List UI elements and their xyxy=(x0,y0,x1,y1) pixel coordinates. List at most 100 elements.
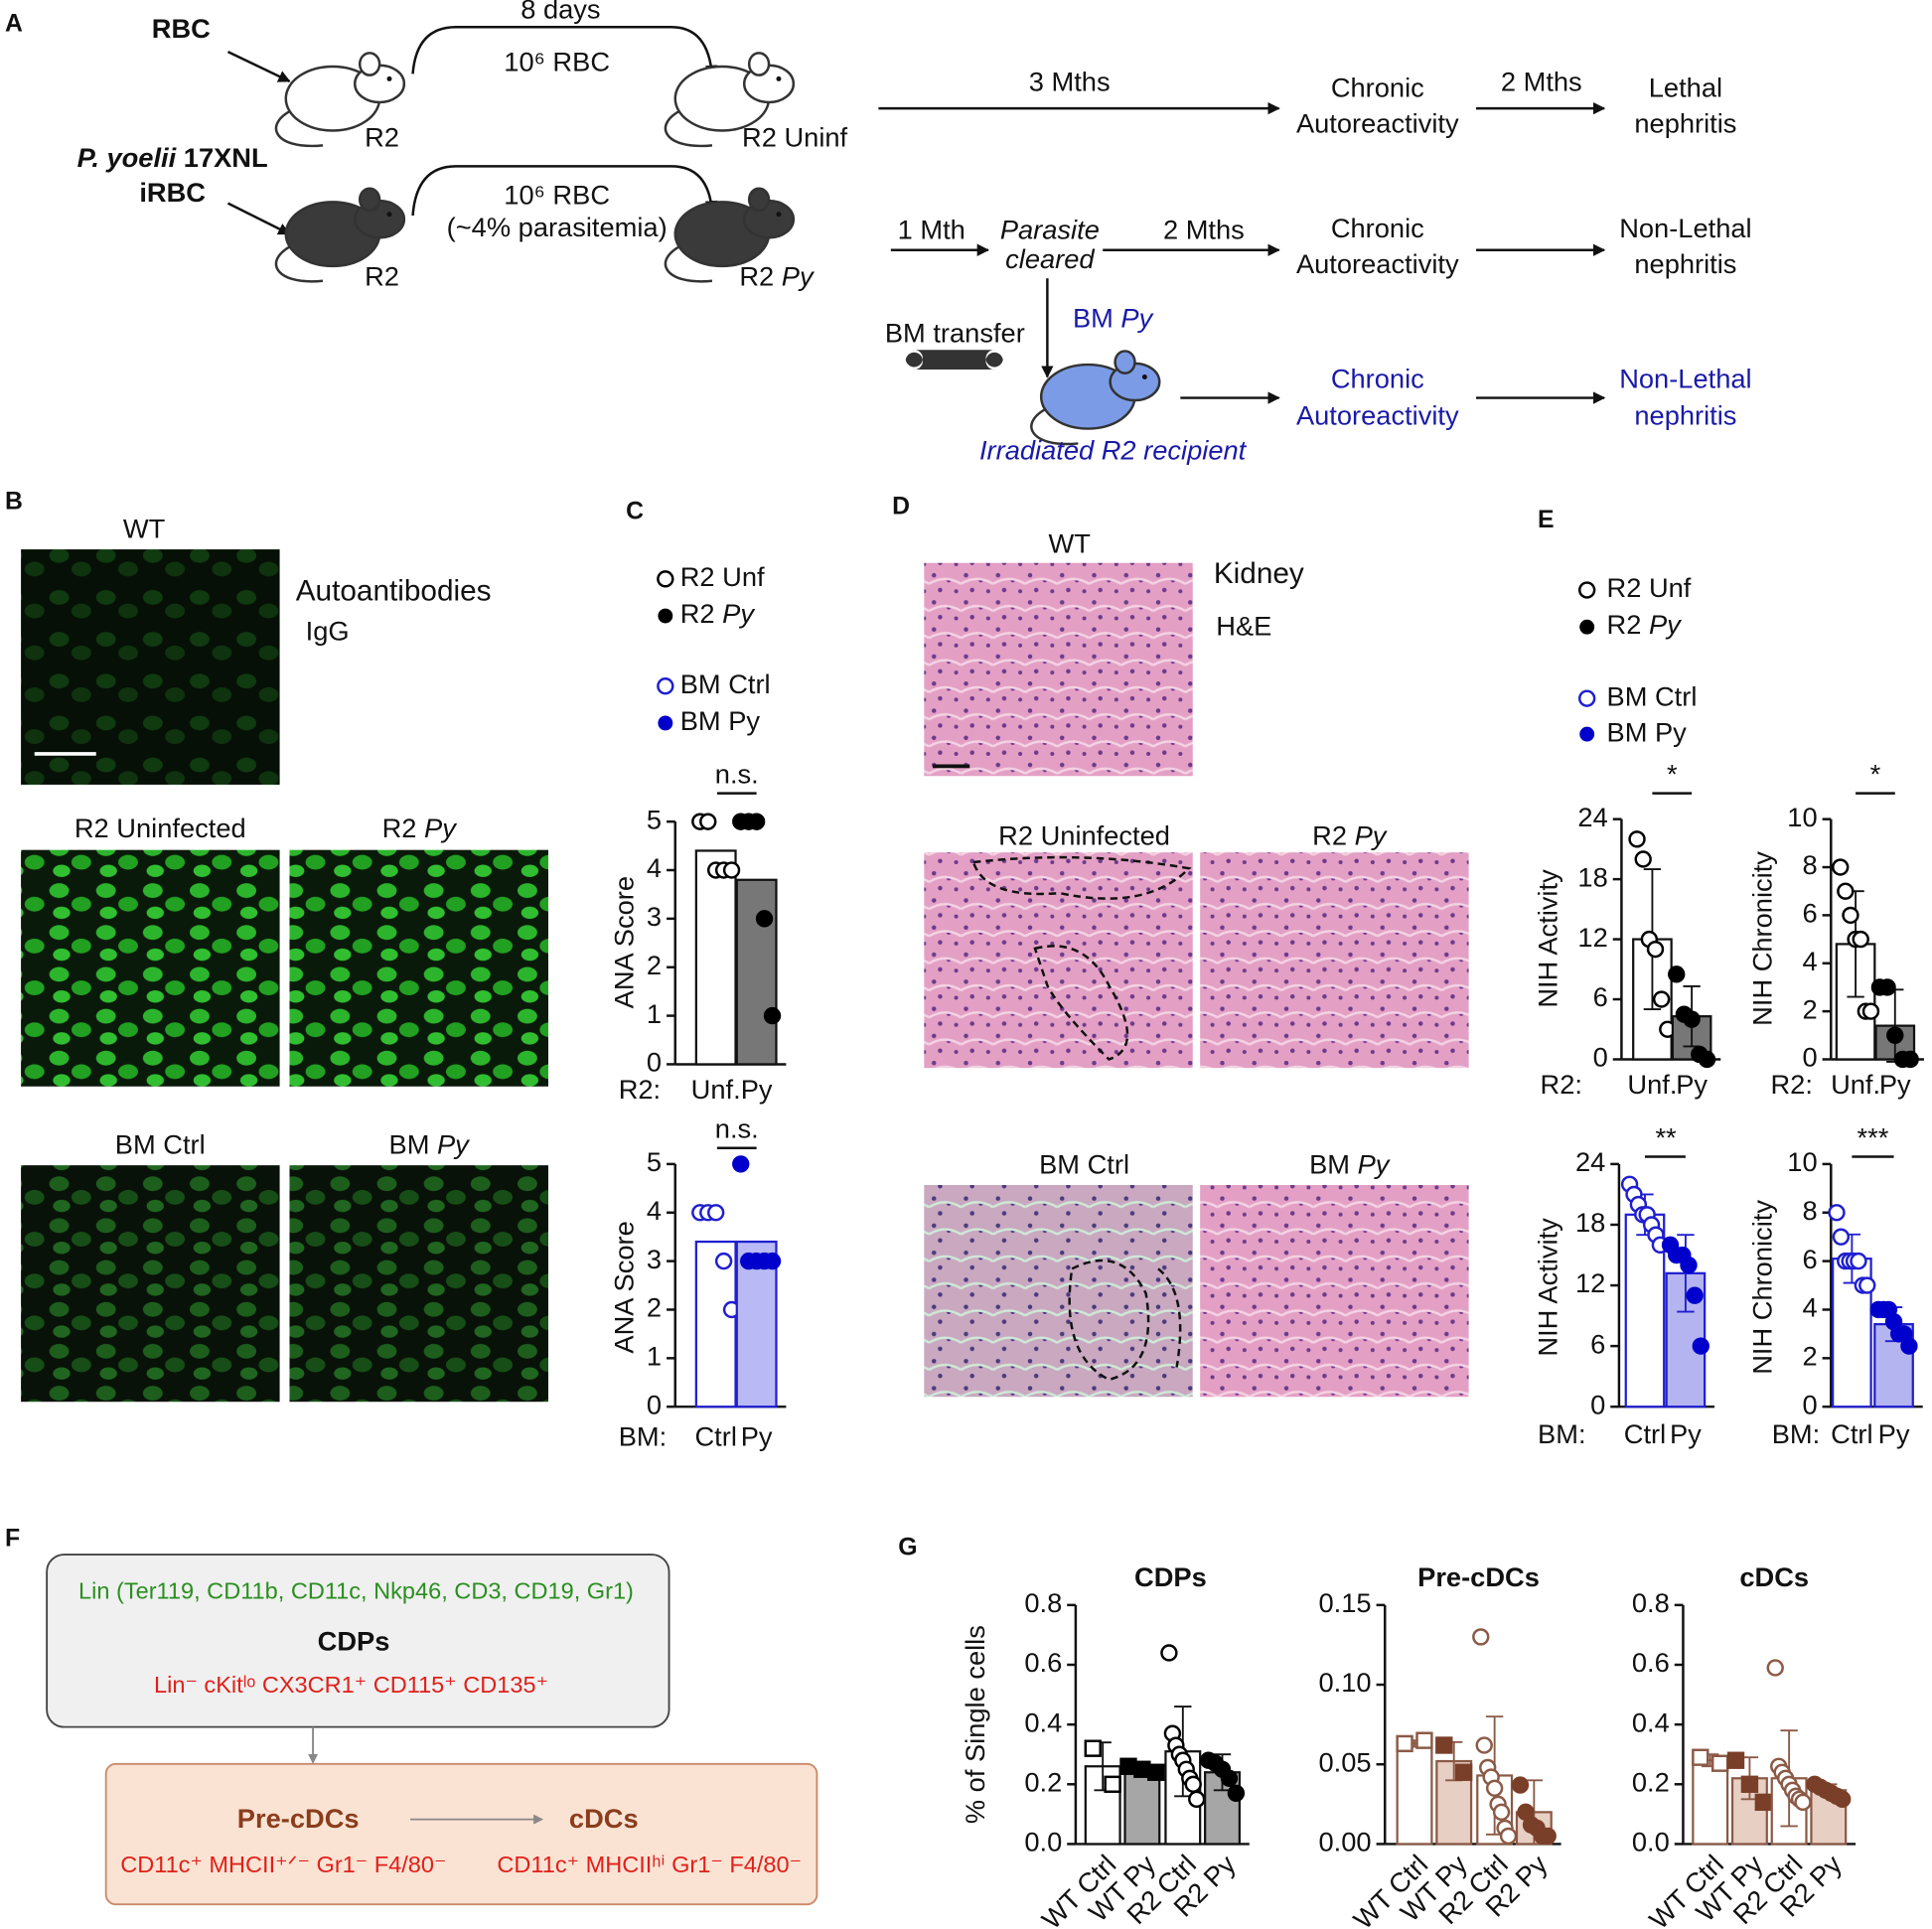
y-tick-label: 2 xyxy=(647,1292,662,1323)
box xyxy=(104,1762,818,1906)
data-point xyxy=(1886,1026,1904,1044)
label: Irradiated R2 recipient xyxy=(979,434,1248,465)
arrow xyxy=(411,165,718,217)
label: BM xyxy=(1073,303,1114,334)
data-point xyxy=(1188,1790,1206,1809)
label: P. yoelii xyxy=(77,142,178,173)
mouse-icon xyxy=(1030,350,1161,446)
data-point xyxy=(1834,1790,1852,1809)
box xyxy=(46,1554,670,1728)
y-tick-label: 3 xyxy=(647,1244,662,1274)
arrow xyxy=(226,50,291,82)
y-tick-label: 1 xyxy=(647,1341,662,1372)
micrograph xyxy=(924,1184,1193,1398)
data-point xyxy=(1754,1793,1772,1812)
y-tick-label: 5 xyxy=(647,1146,662,1177)
data-point xyxy=(1084,1739,1102,1757)
y-tick-label: 12 xyxy=(1577,922,1607,953)
bone-icon xyxy=(905,350,1003,371)
label: R2 Py xyxy=(739,260,815,291)
histology: WT Kidney H&E R2 Uninfected R2 Py BM Ctr… xyxy=(924,528,1469,1398)
label: Py xyxy=(722,598,755,629)
label: Autoreactivity xyxy=(1296,108,1459,139)
data-point xyxy=(1104,1775,1121,1793)
data-point xyxy=(1133,1760,1151,1778)
data-point xyxy=(1646,940,1665,959)
label: BM xyxy=(1309,1149,1350,1180)
data-point xyxy=(1683,1010,1701,1028)
legend: R2 Unf R2 Py BM Ctrl BM Py xyxy=(1577,572,1697,747)
legend-marker xyxy=(1577,689,1596,707)
y-tick-label: 12 xyxy=(1575,1267,1605,1298)
label: BM Py xyxy=(1309,1149,1391,1180)
x-tick-label: Py xyxy=(741,1074,773,1105)
label: Chronic xyxy=(1331,363,1424,393)
label: Chronic xyxy=(1331,73,1424,103)
x-axis-label: BM: xyxy=(1772,1418,1820,1449)
label: RBC xyxy=(152,13,211,44)
x-tick-label: Unf. xyxy=(691,1074,741,1105)
data-point xyxy=(1511,1776,1530,1794)
y-tick-label: 0.2 xyxy=(1024,1766,1062,1797)
label: Non-Lethal xyxy=(1619,363,1751,393)
micrograph xyxy=(1200,852,1469,1069)
y-tick-label: 4 xyxy=(1802,946,1817,976)
label: R2 Py xyxy=(1312,819,1388,850)
x-tick-label: Ctrl xyxy=(694,1421,736,1452)
label: BM Py xyxy=(389,1129,471,1160)
y-tick-label: 4 xyxy=(647,1195,662,1226)
micrograph xyxy=(1200,1184,1469,1398)
legend-marker xyxy=(1579,726,1595,742)
label: WT xyxy=(123,514,166,544)
data-point xyxy=(1852,930,1869,949)
y-tick-label: 0.0 xyxy=(1632,1827,1670,1857)
label: nephritis xyxy=(1634,248,1736,279)
y-tick-label: 18 xyxy=(1577,861,1607,892)
x-tick-label: Py xyxy=(741,1421,773,1452)
label: R2 xyxy=(382,813,417,843)
label: BM Py xyxy=(1073,303,1154,334)
y-tick-label: 0.0 xyxy=(1024,1827,1062,1857)
panel-label: G xyxy=(898,1534,917,1560)
label: 2 Mths xyxy=(1501,67,1582,97)
panel-label: E xyxy=(1538,507,1555,533)
label: Py xyxy=(1355,819,1388,850)
label: Py xyxy=(1358,1149,1391,1180)
y-tick-label: 6 xyxy=(1802,898,1817,929)
significance: n.s. xyxy=(715,1113,759,1144)
data-point xyxy=(747,813,766,830)
y-tick-label: 0.4 xyxy=(1024,1706,1062,1737)
data-point xyxy=(1492,1803,1511,1822)
legend-marker xyxy=(658,715,673,731)
panel-label: F xyxy=(5,1526,20,1553)
bar xyxy=(1123,1768,1161,1846)
legend-label: BM Py xyxy=(680,705,761,736)
y-tick-label: 0.00 xyxy=(1319,1827,1372,1857)
label: R2 xyxy=(680,598,715,629)
label: Py xyxy=(782,260,815,291)
legend-label: BM Py xyxy=(1607,716,1688,747)
label: R2 Uninfected xyxy=(998,819,1170,850)
x-axis-label: R2: xyxy=(1771,1069,1813,1100)
label: Lethal xyxy=(1649,73,1722,103)
y-tick-label: 0.10 xyxy=(1319,1667,1372,1698)
y-tick-label: 0.8 xyxy=(1632,1587,1670,1618)
data-point xyxy=(1160,1644,1178,1662)
label: R2 Uninf xyxy=(742,121,848,152)
data-point xyxy=(1710,1754,1729,1772)
data-point xyxy=(1668,965,1686,983)
y-tick-label: 0.15 xyxy=(1319,1587,1372,1618)
chart-title: Pre-cDCs xyxy=(1417,1561,1540,1592)
label: Pre-cDCs xyxy=(237,1803,360,1834)
data-point xyxy=(1634,850,1652,868)
y-tick-label: 0.6 xyxy=(1024,1647,1062,1678)
legend-marker xyxy=(1579,619,1595,635)
y-tick-label: 0.6 xyxy=(1632,1647,1670,1678)
data-point xyxy=(1539,1827,1557,1846)
data-point xyxy=(1828,1204,1846,1222)
label: Lin (Ter119, CD11b, CD11c, Nkp46, CD3, C… xyxy=(78,1578,634,1604)
legend-marker xyxy=(657,677,674,695)
bar xyxy=(694,849,737,1066)
y-tick-label: 0 xyxy=(1593,1042,1608,1073)
